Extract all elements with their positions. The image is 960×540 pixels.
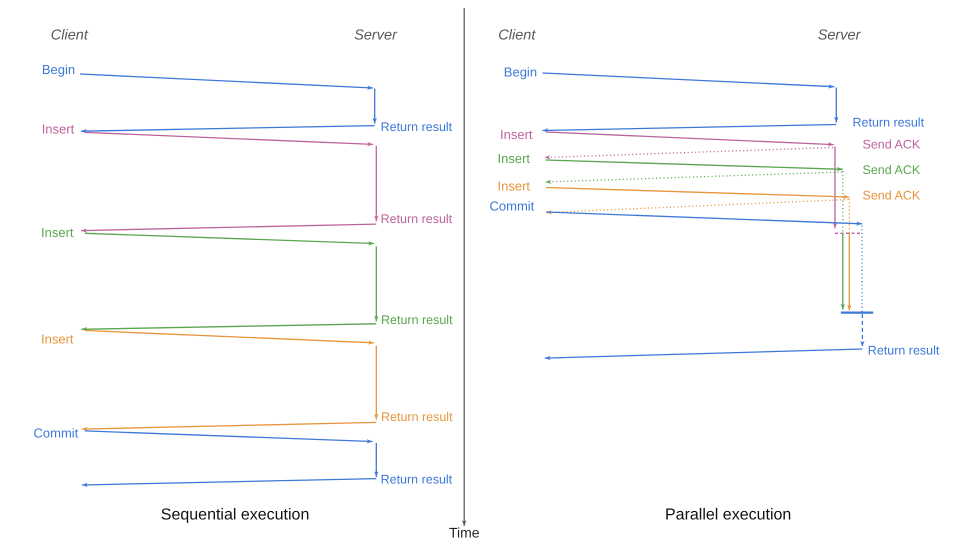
svg-text:Insert: Insert <box>498 179 531 194</box>
svg-text:Insert: Insert <box>41 225 74 240</box>
svg-text:Send ACK: Send ACK <box>863 163 921 177</box>
svg-text:Send ACK: Send ACK <box>863 137 921 151</box>
svg-text:Return result: Return result <box>853 116 925 130</box>
svg-text:Insert: Insert <box>42 122 75 137</box>
svg-text:Return result: Return result <box>381 313 453 327</box>
svg-text:Parallel execution: Parallel execution <box>665 507 791 524</box>
svg-text:Server: Server <box>354 28 398 44</box>
svg-text:Time: Time <box>449 525 480 540</box>
svg-text:Insert: Insert <box>500 127 533 142</box>
svg-text:Client: Client <box>498 28 536 44</box>
svg-text:Begin: Begin <box>42 62 75 77</box>
svg-text:Return result: Return result <box>381 473 453 487</box>
svg-text:Commit: Commit <box>34 426 79 441</box>
svg-text:Insert: Insert <box>41 332 74 347</box>
svg-text:Return result: Return result <box>868 343 940 357</box>
svg-text:Return result: Return result <box>381 120 453 134</box>
svg-text:Sequential execution: Sequential execution <box>161 507 310 524</box>
svg-text:Server: Server <box>818 28 862 44</box>
svg-text:Insert: Insert <box>498 151 531 166</box>
svg-text:Send ACK: Send ACK <box>863 189 921 203</box>
svg-text:Return result: Return result <box>381 212 453 226</box>
svg-text:Return result: Return result <box>381 410 453 424</box>
svg-text:Begin: Begin <box>504 64 537 79</box>
svg-text:Commit: Commit <box>490 199 535 214</box>
svg-text:Client: Client <box>51 28 89 44</box>
